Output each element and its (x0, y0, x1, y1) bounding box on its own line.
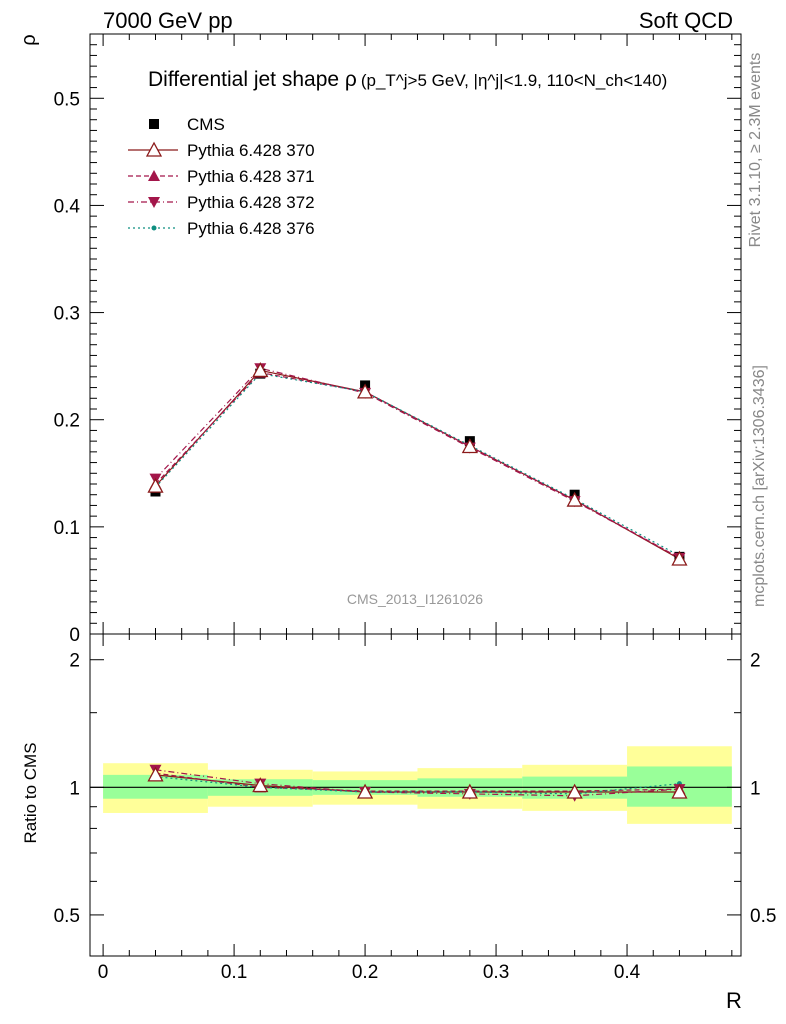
legend: CMS Pythia 6.428 370 Pythia 6.428 371 Pythi… (128, 115, 315, 238)
y-tick-label: 0.5 (54, 89, 80, 110)
series-point (671, 550, 688, 566)
ratio-point (147, 766, 164, 782)
main-plot: 0 0.1 0.2 0.3 0.4 0.5 (54, 33, 742, 646)
legend-label: Pythia 6.428 370 (187, 141, 315, 160)
series-point (147, 477, 164, 493)
ratio-tick-label: 2 (750, 651, 761, 672)
ratio-series-line (155, 774, 680, 793)
series-point (566, 491, 583, 507)
ratio-point (356, 783, 374, 799)
legend-marker (145, 141, 163, 157)
plot-title-main: Differential jet shape ρ (148, 68, 357, 91)
series-line (155, 372, 680, 557)
ratio-plot-frame (89, 633, 742, 957)
plot-title: Differential jet shape ρ (p_T^j>5 GeV, |η… (148, 68, 667, 91)
legend-marker (151, 225, 157, 231)
series-point (461, 438, 478, 454)
ratio-tick-label: 0.5 (54, 906, 80, 927)
analysis-watermark: CMS_2013_I1261026 (347, 591, 483, 607)
ratio-tick-label: 1 (750, 778, 761, 799)
ratio-series-line (155, 772, 680, 792)
header-category: Soft QCD (639, 8, 733, 33)
ratio-series-line (155, 769, 680, 797)
ratio-tick-label: 2 (69, 651, 80, 672)
y-tick-label: 0 (69, 625, 80, 646)
series-point (252, 362, 269, 378)
y-tick-label: 0.2 (54, 411, 80, 432)
ratio-point (461, 783, 478, 799)
legend-marker (149, 119, 159, 129)
x-tick-label: 0.2 (352, 962, 378, 983)
mcplots-label: mcplots.cern.ch [arXiv:1306.3436] (751, 365, 768, 607)
ratio-point (252, 777, 269, 793)
header-energy: 7000 GeV pp (103, 8, 233, 33)
series-line (155, 367, 680, 559)
legend-label: CMS (187, 115, 225, 134)
ratio-axis-label: Ratio to CMS (21, 742, 40, 843)
series-line (155, 369, 680, 560)
legend-label: Pythia 6.428 372 (187, 193, 315, 212)
ratio-point (566, 783, 583, 799)
ratio-plot: 0 0.1 0.2 0.3 0.4 0.5 0.5 1 1 2 2 (54, 633, 776, 983)
legend-label: Pythia 6.428 371 (187, 167, 315, 186)
x-tick-label: 0.1 (221, 962, 247, 983)
chart-labels: 7000 GeV pp Soft QCD ρ Ratio to CMS R Di… (18, 8, 768, 1013)
x-tick-label: 0.3 (483, 962, 509, 983)
x-tick-label: 0.4 (614, 962, 641, 983)
y-tick-label: 0.4 (54, 196, 81, 217)
ratio-tick-label: 1 (69, 778, 80, 799)
x-tick-label: 0 (98, 962, 109, 983)
x-axis-label: R (726, 988, 742, 1013)
legend-marker (148, 197, 160, 208)
ratio-point (671, 783, 688, 799)
plot-title-cuts: (p_T^j>5 GeV, |η^j|<1.9, 110<N_ch<140) (361, 71, 667, 90)
series-point (356, 383, 374, 399)
rivet-version-label: Rivet 3.1.10, ≥ 2.3M events (747, 53, 764, 248)
ratio-tick-label: 0.5 (750, 906, 776, 927)
y-tick-label: 0.3 (54, 304, 80, 325)
y-axis-label: ρ (18, 34, 40, 45)
legend-marker (148, 170, 160, 181)
series-line (155, 371, 680, 559)
legend-label: Pythia 6.428 376 (187, 219, 315, 238)
y-tick-label: 0.1 (54, 518, 80, 539)
